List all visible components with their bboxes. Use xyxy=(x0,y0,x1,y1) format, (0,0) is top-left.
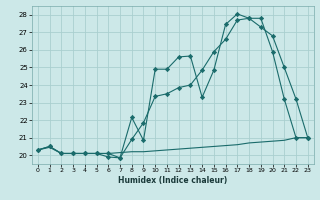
X-axis label: Humidex (Indice chaleur): Humidex (Indice chaleur) xyxy=(118,176,228,185)
